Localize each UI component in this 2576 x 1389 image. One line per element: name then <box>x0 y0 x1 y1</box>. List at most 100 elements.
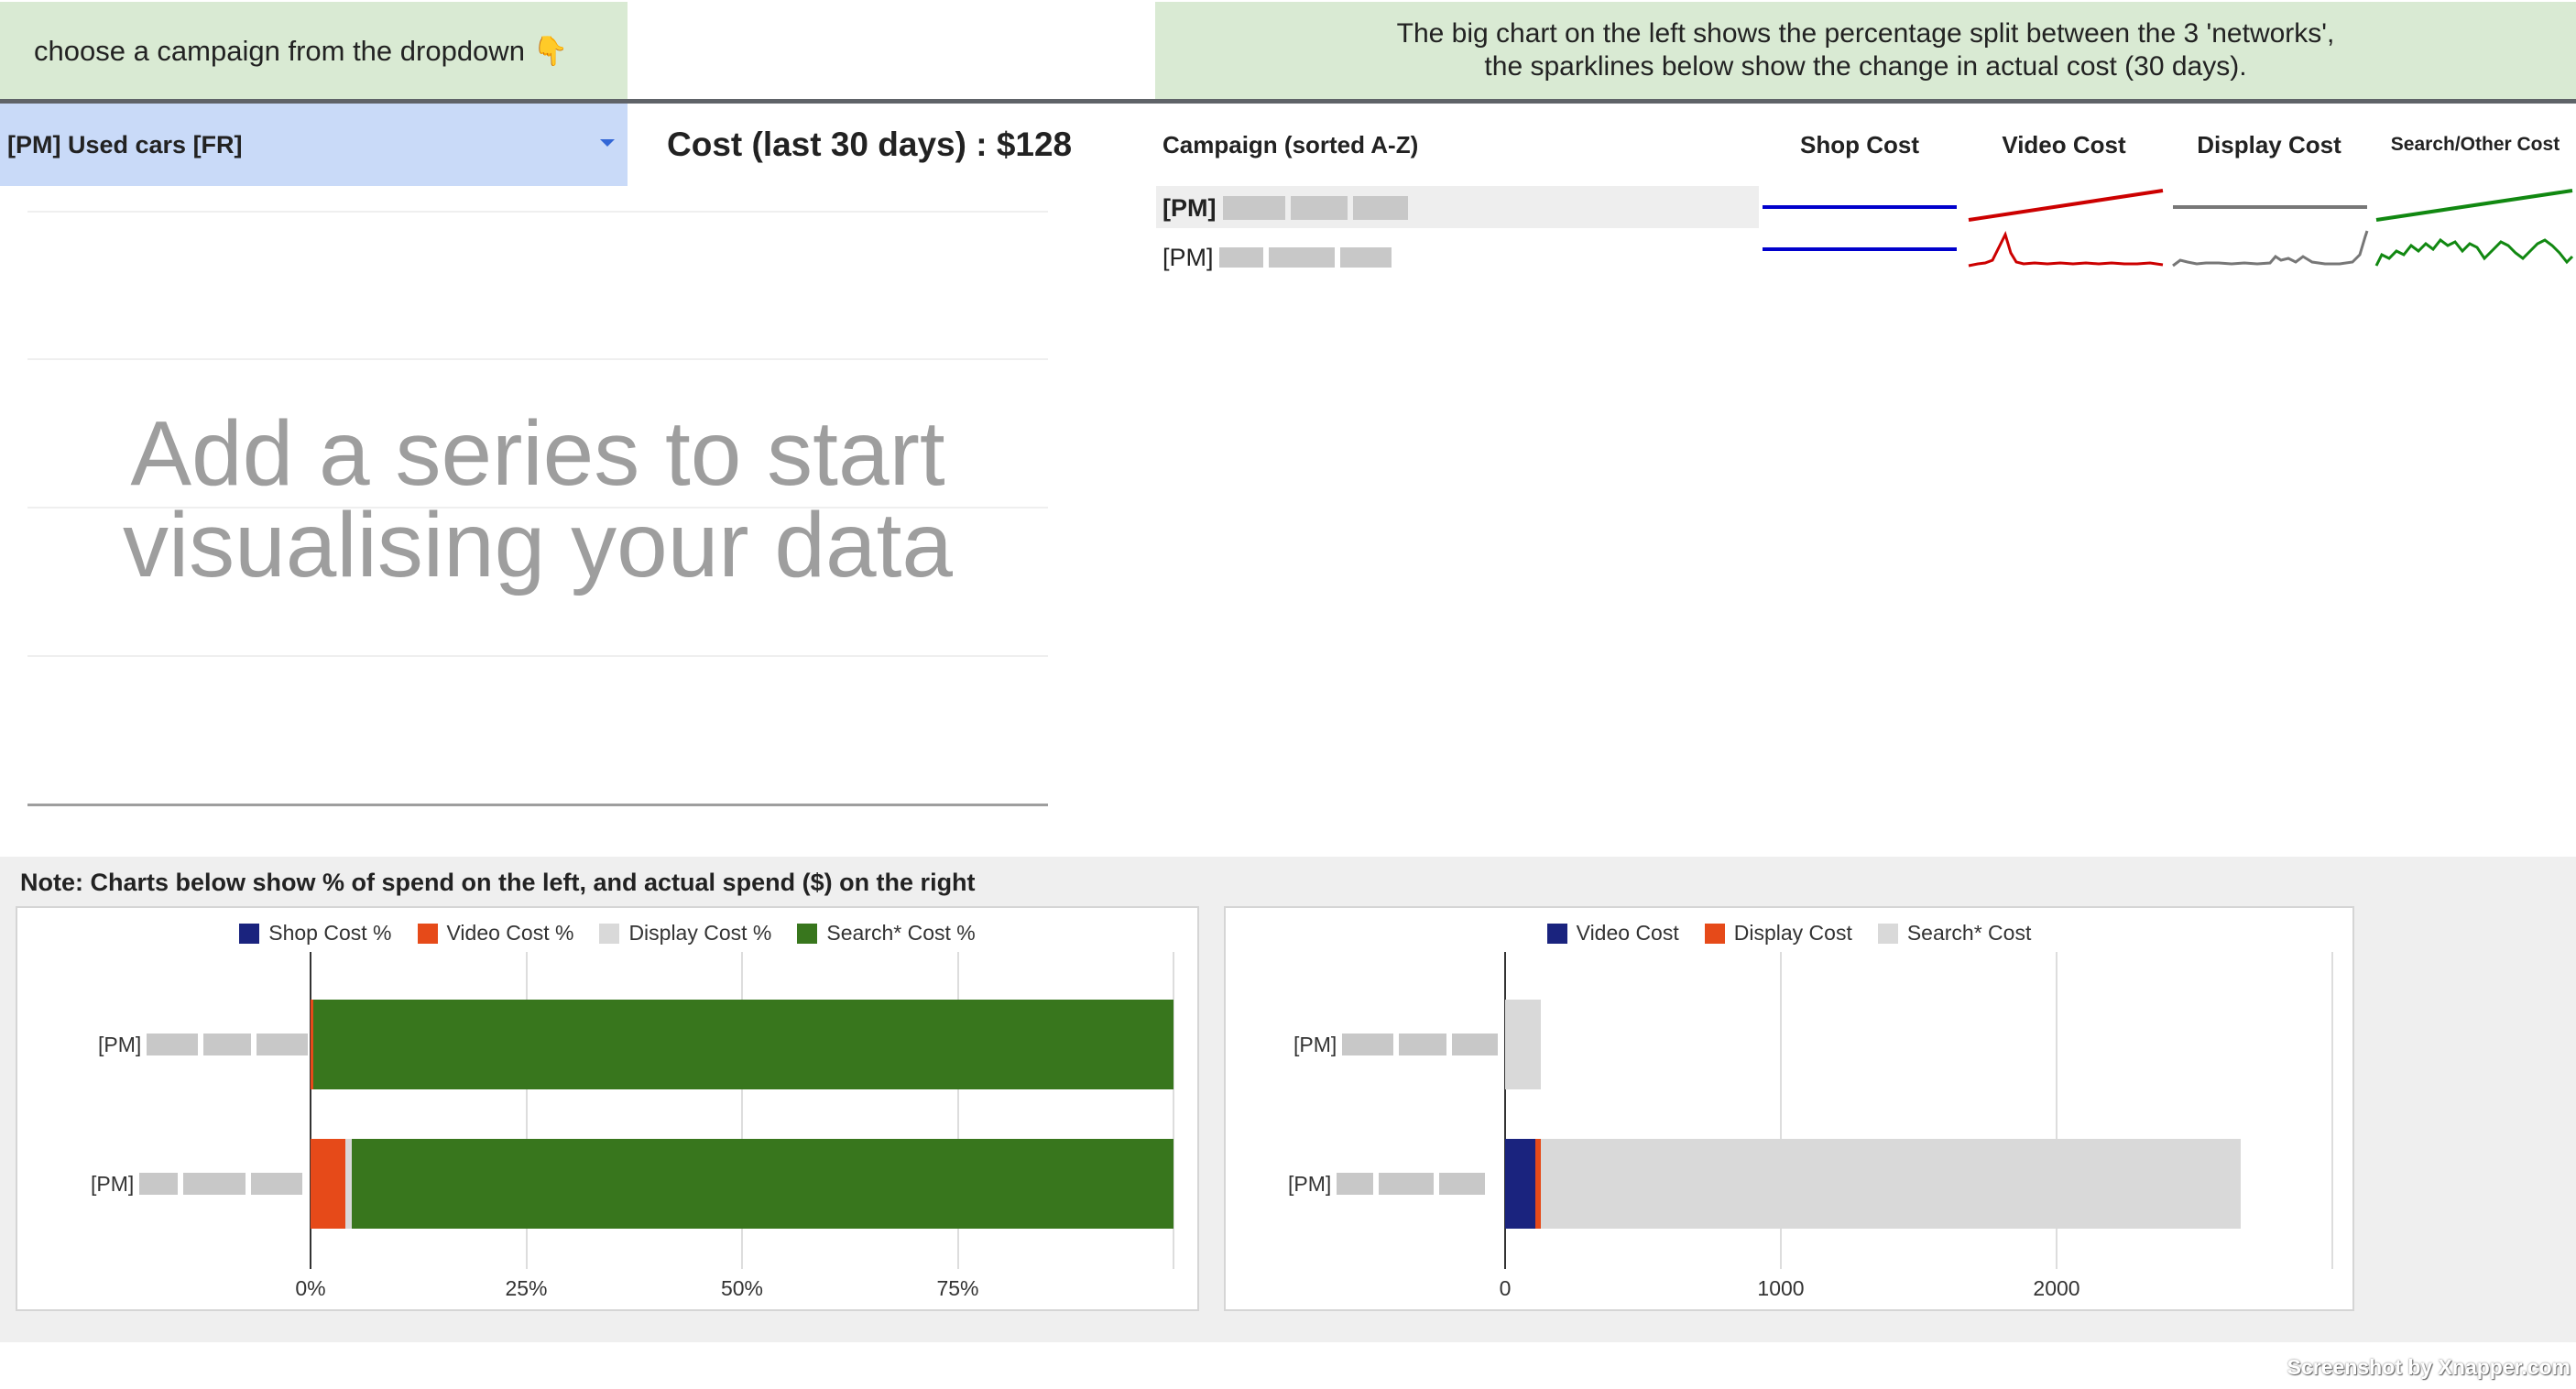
header-shop-cost[interactable]: Shop Cost <box>1800 130 1919 159</box>
legend-item: Video Cost <box>1546 921 1679 946</box>
redacted-text <box>1218 247 1392 268</box>
legend-swatch <box>239 923 260 944</box>
chart-gridline <box>525 952 528 1269</box>
table-row[interactable]: [PM] <box>1162 242 1392 273</box>
bar-segment <box>312 1000 1173 1089</box>
description-line-2: the sparklines below show the change in … <box>1484 51 2247 82</box>
header-campaign[interactable]: Campaign (sorted A-Z) <box>1162 130 1419 159</box>
legend-swatch <box>1704 923 1725 944</box>
percent-spend-chart: Shop Cost % Video Cost % Display Cost % … <box>16 906 1199 1311</box>
redacted-text <box>1337 1173 1486 1195</box>
sparkline-display-row1 <box>2173 205 2367 209</box>
campaign-name: [PM] <box>1162 193 1217 222</box>
bar-segment <box>1540 1139 2242 1229</box>
legend-label: Video Cost % <box>446 921 574 945</box>
bar-segment <box>311 1000 313 1089</box>
bar-segment <box>1505 1139 1536 1229</box>
redacted-text <box>1342 1034 1499 1055</box>
chart-axis <box>1504 952 1506 1269</box>
legend-label: Search* Cost <box>1906 921 2032 945</box>
category-label: [PM] <box>98 1000 309 1089</box>
bar-segment <box>1505 1000 1542 1089</box>
header-search-other-cost[interactable]: Search/Other Cost <box>2390 134 2560 155</box>
chart-axis-line <box>27 804 1048 806</box>
header-display-cost[interactable]: Display Cost <box>2197 130 2341 159</box>
chart-gridline <box>27 358 1048 360</box>
sparkline-shop-row2 <box>1763 247 1957 251</box>
legend-label: Display Cost <box>1733 921 1852 945</box>
chart-legend: Video Cost Display Cost Search* Cost <box>1226 921 2352 946</box>
legend-item: Search* Cost <box>1877 921 2032 946</box>
chart-gridline <box>741 952 743 1269</box>
chart-gridline <box>2331 952 2333 1269</box>
redacted-text <box>1223 196 1409 220</box>
legend-label: Video Cost <box>1576 921 1679 945</box>
category-label: [PM] <box>1293 1000 1499 1089</box>
bar-segment <box>1535 1139 1541 1229</box>
cost-summary: Cost (last 30 days) : $128 <box>667 126 1073 163</box>
chart-gridline <box>2056 952 2058 1269</box>
category-name: [PM] <box>1288 1171 1332 1196</box>
chart-gridline <box>27 507 1048 509</box>
watermark: Screenshot by Xnapper.com <box>2287 1355 2571 1379</box>
tick-label: 75% <box>936 1276 979 1300</box>
sparkline-video-row2 <box>1968 230 2164 268</box>
empty-chart-placeholder: Add a series to start visualising your d… <box>27 408 1048 591</box>
redacted-text <box>147 1034 309 1055</box>
header-divider <box>0 99 2576 104</box>
description-banner: The big chart on the left shows the perc… <box>1155 2 2576 99</box>
tick-label: 1000 <box>1757 1276 1805 1300</box>
chart-gridline <box>956 952 959 1269</box>
redacted-text <box>139 1173 303 1195</box>
description-line-1: The big chart on the left shows the perc… <box>1396 18 2335 49</box>
placeholder-line-1: Add a series to start <box>130 402 945 505</box>
legend-item: Video Cost % <box>417 921 574 946</box>
legend-label: Shop Cost % <box>268 921 392 945</box>
legend-label: Search* Cost % <box>826 921 976 945</box>
placeholder-line-2: visualising your data <box>122 494 954 596</box>
table-row[interactable]: [PM] <box>1162 192 1409 224</box>
tick-label: 50% <box>720 1276 764 1300</box>
tick-label: 2000 <box>2033 1276 2080 1300</box>
chart-gridline <box>27 211 1048 213</box>
category-label: [PM] <box>1288 1139 1486 1229</box>
instruction-banner: choose a campaign from the dropdown 👇 <box>0 2 628 99</box>
header-video-cost[interactable]: Video Cost <box>2002 130 2126 159</box>
tick-label: 0% <box>295 1276 326 1300</box>
legend-item: Display Cost <box>1704 921 1852 946</box>
chart-plot-area: 0 1000 2000 [PM] [PM] <box>1226 908 2352 1309</box>
actual-spend-chart: Video Cost Display Cost Search* Cost 0 10… <box>1224 906 2354 1311</box>
chart-legend: Shop Cost % Video Cost % Display Cost % … <box>17 921 1197 946</box>
tick-label: 0 <box>1499 1276 1512 1300</box>
chart-plot-area: 0% 25% 50% 75% [PM] [PM] <box>17 908 1197 1309</box>
legend-item: Shop Cost % <box>239 921 392 946</box>
legend-item: Search* Cost % <box>797 921 976 946</box>
bar-segment <box>344 1139 353 1229</box>
category-name: [PM] <box>98 1032 142 1056</box>
chart-gridline <box>27 655 1048 657</box>
legend-swatch <box>797 923 818 944</box>
legend-swatch <box>1546 923 1567 944</box>
sparkline-search-row1 <box>2375 189 2573 222</box>
sparkline-shop-row1 <box>1763 205 1957 209</box>
campaign-dropdown[interactable]: [PM] Used cars [FR] <box>0 104 628 186</box>
chart-gridline <box>1173 952 1174 1269</box>
category-label: [PM] <box>91 1139 303 1229</box>
sparkline-video-row1 <box>1968 189 2164 222</box>
charts-note: Note: Charts below show % of spend on th… <box>20 869 976 896</box>
category-name: [PM] <box>1293 1032 1337 1056</box>
legend-swatch <box>1877 923 1898 944</box>
legend-label: Display Cost % <box>628 921 772 945</box>
legend-swatch <box>417 923 438 944</box>
legend-swatch <box>599 923 620 944</box>
bar-segment <box>311 1139 345 1229</box>
category-name: [PM] <box>91 1171 135 1196</box>
bar-segment <box>352 1139 1173 1229</box>
campaign-name: [PM] <box>1162 243 1214 271</box>
campaign-dropdown-value: [PM] Used cars [FR] <box>7 130 243 159</box>
dropdown-arrow-icon[interactable] <box>600 139 615 147</box>
instruction-text: choose a campaign from the dropdown 👇 <box>34 34 569 67</box>
sparkline-display-row2 <box>2172 230 2369 268</box>
legend-item: Display Cost % <box>599 921 771 946</box>
tick-label: 25% <box>505 1276 548 1300</box>
